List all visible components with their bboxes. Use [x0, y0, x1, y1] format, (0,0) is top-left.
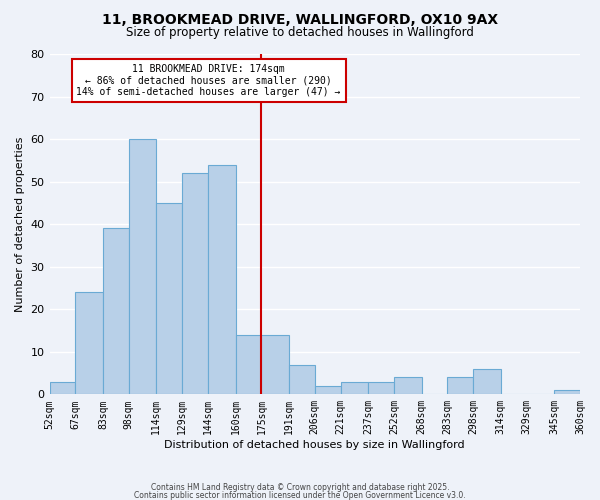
- X-axis label: Distribution of detached houses by size in Wallingford: Distribution of detached houses by size …: [164, 440, 465, 450]
- Bar: [289, 364, 315, 394]
- Text: 11, BROOKMEAD DRIVE, WALLINGFORD, OX10 9AX: 11, BROOKMEAD DRIVE, WALLINGFORD, OX10 9…: [102, 12, 498, 26]
- Text: Contains public sector information licensed under the Open Government Licence v3: Contains public sector information licen…: [134, 490, 466, 500]
- Y-axis label: Number of detached properties: Number of detached properties: [15, 136, 25, 312]
- Text: Size of property relative to detached houses in Wallingford: Size of property relative to detached ho…: [126, 26, 474, 39]
- Bar: [129, 139, 157, 394]
- Bar: [50, 382, 76, 394]
- Bar: [473, 369, 501, 394]
- Bar: [341, 382, 368, 394]
- Bar: [554, 390, 580, 394]
- Bar: [262, 335, 289, 394]
- Bar: [368, 382, 394, 394]
- Bar: [208, 164, 236, 394]
- Bar: [103, 228, 129, 394]
- Bar: [76, 292, 103, 394]
- Bar: [315, 386, 341, 394]
- Text: Contains HM Land Registry data © Crown copyright and database right 2025.: Contains HM Land Registry data © Crown c…: [151, 483, 449, 492]
- Text: 11 BROOKMEAD DRIVE: 174sqm
← 86% of detached houses are smaller (290)
14% of sem: 11 BROOKMEAD DRIVE: 174sqm ← 86% of deta…: [76, 64, 341, 98]
- Bar: [182, 173, 208, 394]
- Bar: [448, 378, 473, 394]
- Bar: [157, 203, 182, 394]
- Bar: [236, 335, 262, 394]
- Bar: [394, 378, 422, 394]
